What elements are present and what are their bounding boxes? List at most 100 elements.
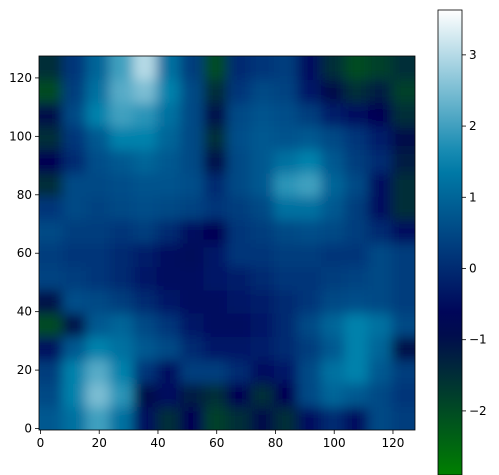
- heatmap-cell: [297, 56, 322, 80]
- heatmap-cell: [368, 79, 392, 104]
- heatmap-cell: [62, 126, 87, 150]
- heatmap-cell: [391, 219, 415, 244]
- heatmap-cell: [180, 196, 204, 221]
- heatmap-cell: [109, 266, 134, 291]
- heatmap-cell: [321, 336, 345, 361]
- heatmap-cell: [368, 289, 392, 314]
- heatmap-cell: [321, 149, 345, 174]
- heatmap-cell: [133, 243, 157, 267]
- heatmap-cell: [227, 383, 251, 408]
- heatmap-cell: [250, 266, 275, 291]
- heatmap-cell: [203, 196, 228, 221]
- heatmap-cell: [133, 406, 157, 430]
- heatmap-cell: [133, 289, 157, 314]
- heatmap-cell: [133, 313, 157, 337]
- heatmap-cell: [86, 126, 110, 150]
- y-tick-label: 20: [17, 363, 32, 377]
- heatmap-cell: [156, 266, 181, 291]
- heatmap-cell: [86, 102, 110, 127]
- heatmap-cell: [297, 79, 322, 104]
- heatmap-cell: [39, 79, 63, 104]
- y-tick-label: 100: [9, 129, 32, 143]
- heatmap-cell: [133, 79, 157, 104]
- heatmap-cell: [250, 126, 275, 150]
- heatmap-cell: [321, 243, 345, 267]
- heatmap-cell: [39, 243, 63, 267]
- x-tick-label: 40: [150, 436, 165, 450]
- heatmap-cell: [109, 289, 134, 314]
- heatmap-cell: [344, 336, 369, 361]
- heatmap-cell: [391, 313, 415, 337]
- heatmap-cell: [156, 289, 181, 314]
- heatmap-cell: [203, 149, 228, 174]
- heatmap-cell: [250, 359, 275, 384]
- heatmap-cell: [133, 266, 157, 291]
- heatmap-cell: [109, 126, 134, 150]
- heatmap-cell: [274, 196, 298, 221]
- heatmap-cell: [180, 359, 204, 384]
- heatmap-cell: [227, 196, 251, 221]
- heatmap-cell: [297, 406, 322, 430]
- heatmap-cell: [297, 243, 322, 267]
- heatmap-cell: [39, 313, 63, 337]
- heatmap-cell: [133, 172, 157, 197]
- heatmap-cell: [203, 243, 228, 267]
- heatmap-cell: [344, 383, 369, 408]
- heatmap-cell: [297, 266, 322, 291]
- heatmap-cell: [368, 172, 392, 197]
- heatmap-cell: [86, 289, 110, 314]
- heatmap-cell: [86, 149, 110, 174]
- heatmap-cell: [156, 359, 181, 384]
- y-tick-label: 120: [9, 71, 32, 85]
- heatmap-cell: [86, 79, 110, 104]
- heatmap-cell: [321, 172, 345, 197]
- heatmap-cell: [86, 266, 110, 291]
- heatmap-cell: [391, 336, 415, 361]
- heatmap-cell: [203, 266, 228, 291]
- heatmap-cell: [62, 289, 87, 314]
- heatmap-cell: [62, 243, 87, 267]
- heatmap-cell: [368, 219, 392, 244]
- heatmap-cell: [62, 79, 87, 104]
- heatmap-cell: [368, 313, 392, 337]
- heatmap-cell: [250, 196, 275, 221]
- heatmap-cell: [227, 336, 251, 361]
- heatmap-cell: [368, 102, 392, 127]
- heatmap-cell: [297, 359, 322, 384]
- heatmap-cell: [297, 313, 322, 337]
- heatmap-cell: [86, 313, 110, 337]
- heatmap-cell: [62, 219, 87, 244]
- heatmap-cell: [344, 149, 369, 174]
- colorbar-tick-label: −1: [469, 333, 487, 347]
- heatmap-cell: [368, 243, 392, 267]
- heatmap-cell: [321, 359, 345, 384]
- heatmap-cell: [39, 266, 63, 291]
- heatmap-cell: [250, 383, 275, 408]
- heatmap-cell: [274, 172, 298, 197]
- heatmap-cell: [391, 266, 415, 291]
- heatmap-cell: [39, 149, 63, 174]
- heatmap-cell: [391, 56, 415, 80]
- heatmap-cell: [62, 359, 87, 384]
- heatmap-cell: [344, 289, 369, 314]
- x-tick-label: 20: [92, 436, 107, 450]
- heatmap-cell: [227, 149, 251, 174]
- heatmap-cell: [344, 219, 369, 244]
- heatmap-cell: [203, 383, 228, 408]
- heatmap-cell: [156, 56, 181, 80]
- heatmap-cell: [203, 406, 228, 430]
- heatmap-cell: [86, 406, 110, 430]
- heatmap-cell: [109, 196, 134, 221]
- heatmap-cell: [156, 336, 181, 361]
- heatmap-cell: [86, 172, 110, 197]
- colorbar: [437, 9, 463, 475]
- heatmap-cell: [344, 266, 369, 291]
- heatmap-cell: [180, 56, 204, 80]
- colorbar-tick-label: 1: [469, 190, 477, 204]
- heatmap-cell: [133, 126, 157, 150]
- heatmap-cell: [344, 243, 369, 267]
- heatmap-cell: [62, 172, 87, 197]
- heatmap-cell: [62, 266, 87, 291]
- heatmap-cell: [344, 313, 369, 337]
